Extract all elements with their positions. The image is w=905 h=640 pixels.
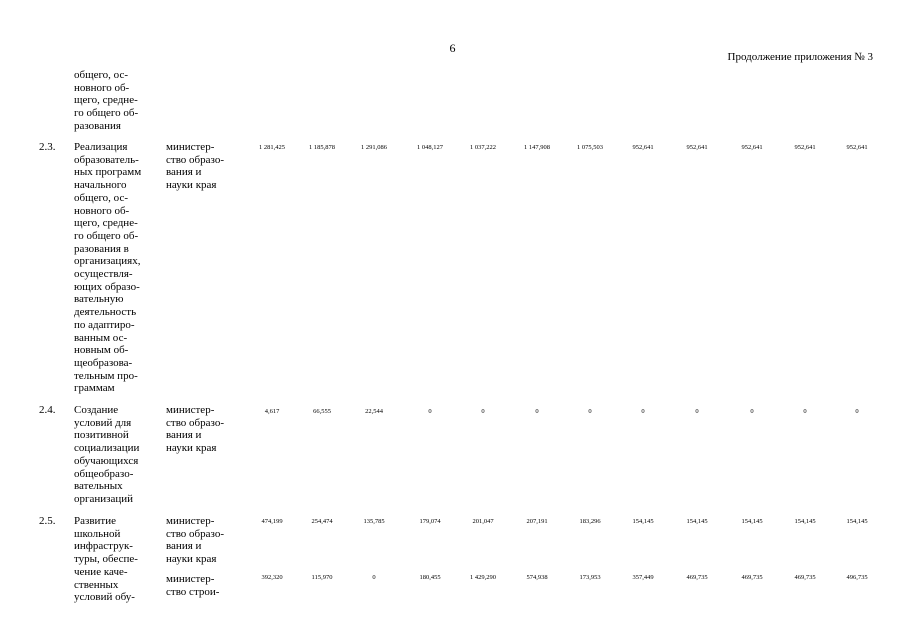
value-cell: 0 <box>535 408 539 415</box>
value-cell: 474,199 <box>261 518 283 525</box>
value-cell: 135,785 <box>363 518 385 525</box>
value-cell: 1 037,222 <box>470 144 496 151</box>
value-cell: 469,735 <box>794 574 816 581</box>
value-cell: 952,641 <box>686 144 708 151</box>
appendix-continuation-note: Продолжение приложения № 3 <box>727 51 873 63</box>
value-cell: 0 <box>803 408 807 415</box>
value-cell: 952,641 <box>846 144 868 151</box>
value-cell: 115,970 <box>311 574 333 581</box>
value-cell: 201,047 <box>472 518 494 525</box>
value-cell: 207,191 <box>526 518 548 525</box>
value-cell: 952,641 <box>794 144 816 151</box>
executor-name: министер- ство образо- вания и науки кра… <box>166 515 224 566</box>
value-cell: 179,074 <box>419 518 441 525</box>
value-cell: 469,735 <box>686 574 708 581</box>
executor-name: министер- ство строи- <box>166 573 220 598</box>
value-cell: 173,953 <box>579 574 601 581</box>
value-cell: 183,296 <box>579 518 601 525</box>
value-cell: 4,617 <box>264 408 280 415</box>
value-cell: 0 <box>750 408 754 415</box>
value-cell: 1 291,086 <box>361 144 387 151</box>
value-cell: 357,449 <box>632 574 654 581</box>
value-cell: 154,145 <box>632 518 654 525</box>
value-cell: 1 281,425 <box>259 144 285 151</box>
value-cell: 1 075,503 <box>577 144 603 151</box>
value-cell: 154,145 <box>794 518 816 525</box>
value-cell: 1 048,127 <box>417 144 443 151</box>
row-number: 2.3. <box>39 141 56 153</box>
value-cell: 574,938 <box>526 574 548 581</box>
value-cell: 0 <box>855 408 859 415</box>
value-cell: 952,641 <box>741 144 763 151</box>
value-cell: 496,735 <box>846 574 868 581</box>
page-number: 6 <box>449 41 456 55</box>
row-number: 2.4. <box>39 404 56 416</box>
value-cell: 469,735 <box>741 574 763 581</box>
value-cell: 0 <box>695 408 699 415</box>
measure-name: Реализация образователь- ных программ на… <box>74 141 142 395</box>
value-cell: 154,145 <box>741 518 763 525</box>
value-cell: 66,555 <box>313 408 331 415</box>
executor-name: министер- ство образо- вания и науки кра… <box>166 404 224 455</box>
value-cell: 1 429,290 <box>470 574 496 581</box>
value-cell: 254,474 <box>311 518 333 525</box>
measure-name: Развитие школьной инфраструк- туры, обес… <box>74 515 138 604</box>
value-cell: 154,145 <box>846 518 868 525</box>
value-cell: 22,544 <box>365 408 383 415</box>
value-cell: 0 <box>641 408 645 415</box>
value-cell: 0 <box>372 574 376 581</box>
value-cell: 154,145 <box>686 518 708 525</box>
value-cell: 0 <box>588 408 592 415</box>
row-number: 2.5. <box>39 515 56 527</box>
value-cell: 1 185,878 <box>309 144 335 151</box>
executor-name: министер- ство образо- вания и науки кра… <box>166 141 224 192</box>
measure-name: Создание условий для позитивной социализ… <box>74 404 140 505</box>
value-cell: 1 147,908 <box>524 144 550 151</box>
value-cell: 392,320 <box>261 574 283 581</box>
value-cell: 0 <box>481 408 485 415</box>
continued-measure-name: общего, ос- новного об- щего, средне- го… <box>74 69 139 132</box>
value-cell: 0 <box>428 408 432 415</box>
value-cell: 952,641 <box>632 144 654 151</box>
value-cell: 180,455 <box>419 574 441 581</box>
